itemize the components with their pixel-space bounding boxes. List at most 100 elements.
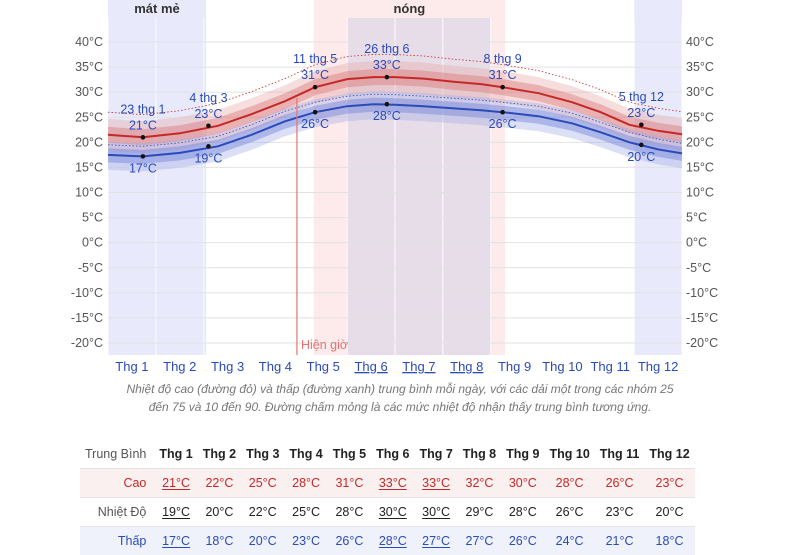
table-cell: 26°C bbox=[544, 498, 594, 527]
callout-low-label: 17°C bbox=[129, 161, 157, 175]
table-cell: 24°C bbox=[544, 527, 594, 555]
callout-date: 5 thg 12 bbox=[619, 90, 664, 104]
y-tick-left: 20°C bbox=[75, 135, 103, 149]
table-cell: 21°C bbox=[154, 469, 197, 498]
table-cell: 22°C bbox=[198, 469, 241, 498]
chart-caption: Nhiệt độ cao (đường đỏ) và thấp (đường x… bbox=[60, 380, 740, 416]
callout-low-label: 26°C bbox=[489, 117, 517, 131]
table-cell: 33°C bbox=[414, 469, 457, 498]
table-month-header: Thg 2 bbox=[198, 440, 241, 469]
month-label: Thg 7 bbox=[402, 359, 435, 374]
table-month-header: Thg 3 bbox=[241, 440, 284, 469]
row-label: Thấp bbox=[80, 527, 154, 555]
callout-low-label: 20°C bbox=[627, 150, 655, 164]
table-month-header: Thg 1 bbox=[154, 440, 197, 469]
high-point-marker bbox=[141, 135, 146, 140]
month-label: Thg 11 bbox=[590, 359, 630, 374]
low-point-marker bbox=[500, 110, 505, 115]
callout-high-label: 31°C bbox=[489, 68, 517, 82]
table-cell: 18°C bbox=[644, 527, 694, 555]
table-cell: 27°C bbox=[414, 527, 457, 555]
y-tick-left: -10°C bbox=[71, 286, 103, 300]
now-marker-label: Hiện giờ bbox=[301, 338, 348, 352]
caption-line-2: đến 75 và 10 đến 90. Đường chấm mỏng là … bbox=[60, 398, 740, 416]
table-cell: 30°C bbox=[501, 469, 544, 498]
table-month-header: Thg 7 bbox=[414, 440, 457, 469]
y-tick-right: -10°C bbox=[686, 286, 718, 300]
month-label: Thg 2 bbox=[163, 359, 196, 374]
y-tick-left: -5°C bbox=[78, 261, 103, 275]
month-label: Thg 12 bbox=[638, 359, 678, 374]
y-tick-right: 30°C bbox=[686, 85, 714, 99]
y-tick-left: 10°C bbox=[75, 186, 103, 200]
table-cell: 28°C bbox=[544, 469, 594, 498]
table-cell: 21°C bbox=[595, 527, 645, 555]
y-tick-right: 5°C bbox=[686, 211, 707, 225]
table-cell: 17°C bbox=[154, 527, 197, 555]
table-month-header: Thg 5 bbox=[328, 440, 371, 469]
table-cell: 31°C bbox=[328, 469, 371, 498]
table-cell: 28°C bbox=[501, 498, 544, 527]
table-cell: 25°C bbox=[241, 469, 284, 498]
callout-high-label: 21°C bbox=[129, 118, 157, 132]
low-point-marker bbox=[313, 110, 318, 115]
table-cell: 23°C bbox=[284, 527, 327, 555]
month-label: Thg 6 bbox=[354, 359, 387, 374]
table-month-header: Thg 6 bbox=[371, 440, 414, 469]
low-point-marker bbox=[141, 154, 146, 159]
low-point-marker bbox=[385, 102, 390, 107]
callout-high-label: 23°C bbox=[627, 106, 655, 120]
table-month-header: Thg 8 bbox=[458, 440, 501, 469]
y-tick-right: -5°C bbox=[686, 261, 711, 275]
table-cell: 28°C bbox=[328, 498, 371, 527]
month-label: Thg 8 bbox=[450, 359, 483, 374]
table-cell: 18°C bbox=[198, 527, 241, 555]
y-tick-left: 40°C bbox=[75, 35, 103, 49]
table-month-header: Thg 9 bbox=[501, 440, 544, 469]
caption-line-1: Nhiệt độ cao (đường đỏ) và thấp (đường x… bbox=[60, 380, 740, 398]
callout-date: 8 thg 9 bbox=[484, 52, 522, 66]
callout-date: 26 thg 6 bbox=[364, 42, 409, 56]
callout-high-label: 31°C bbox=[301, 68, 329, 82]
month-label: Thg 1 bbox=[115, 359, 148, 374]
callout-low-label: 26°C bbox=[301, 117, 329, 131]
callout-low-label: 19°C bbox=[194, 151, 222, 165]
table-month-header: Thg 4 bbox=[284, 440, 327, 469]
y-tick-right: 35°C bbox=[686, 60, 714, 74]
y-tick-left: -20°C bbox=[71, 336, 103, 350]
table-month-header: Thg 11 bbox=[595, 440, 645, 469]
table-month-header: Thg 10 bbox=[544, 440, 594, 469]
season-band-cool bbox=[108, 0, 206, 355]
table-cell: 23°C bbox=[644, 469, 694, 498]
callout-date: 4 thg 3 bbox=[189, 91, 227, 105]
table-cell: 20°C bbox=[198, 498, 241, 527]
y-tick-left: 5°C bbox=[82, 211, 103, 225]
table-cell: 23°C bbox=[595, 498, 645, 527]
low-point-marker bbox=[639, 143, 644, 148]
callout-low-label: 28°C bbox=[373, 109, 401, 123]
row-label: Nhiệt Độ bbox=[80, 498, 154, 527]
y-tick-left: 0°C bbox=[82, 236, 103, 250]
season-label-cool: mát mẻ bbox=[134, 1, 180, 16]
table-cell: 30°C bbox=[371, 498, 414, 527]
y-tick-left: 15°C bbox=[75, 160, 103, 174]
y-tick-right: 40°C bbox=[686, 35, 714, 49]
y-tick-right: 0°C bbox=[686, 236, 707, 250]
table-cell: 29°C bbox=[458, 498, 501, 527]
callout-high-label: 33°C bbox=[373, 58, 401, 72]
y-tick-left: -15°C bbox=[71, 311, 103, 325]
table-cell: 20°C bbox=[241, 527, 284, 555]
table-month-header: Thg 12 bbox=[644, 440, 694, 469]
month-label: Thg 5 bbox=[307, 359, 340, 374]
table-cell: 26°C bbox=[501, 527, 544, 555]
season-label-hot: nóng bbox=[393, 1, 425, 16]
month-label: Thg 3 bbox=[211, 359, 244, 374]
table-cell: 27°C bbox=[458, 527, 501, 555]
table-cell: 20°C bbox=[644, 498, 694, 527]
high-point-marker bbox=[206, 123, 211, 128]
table-header-label: Trung Bình bbox=[80, 440, 154, 469]
table-cell: 30°C bbox=[414, 498, 457, 527]
season-band-cool bbox=[634, 0, 682, 355]
